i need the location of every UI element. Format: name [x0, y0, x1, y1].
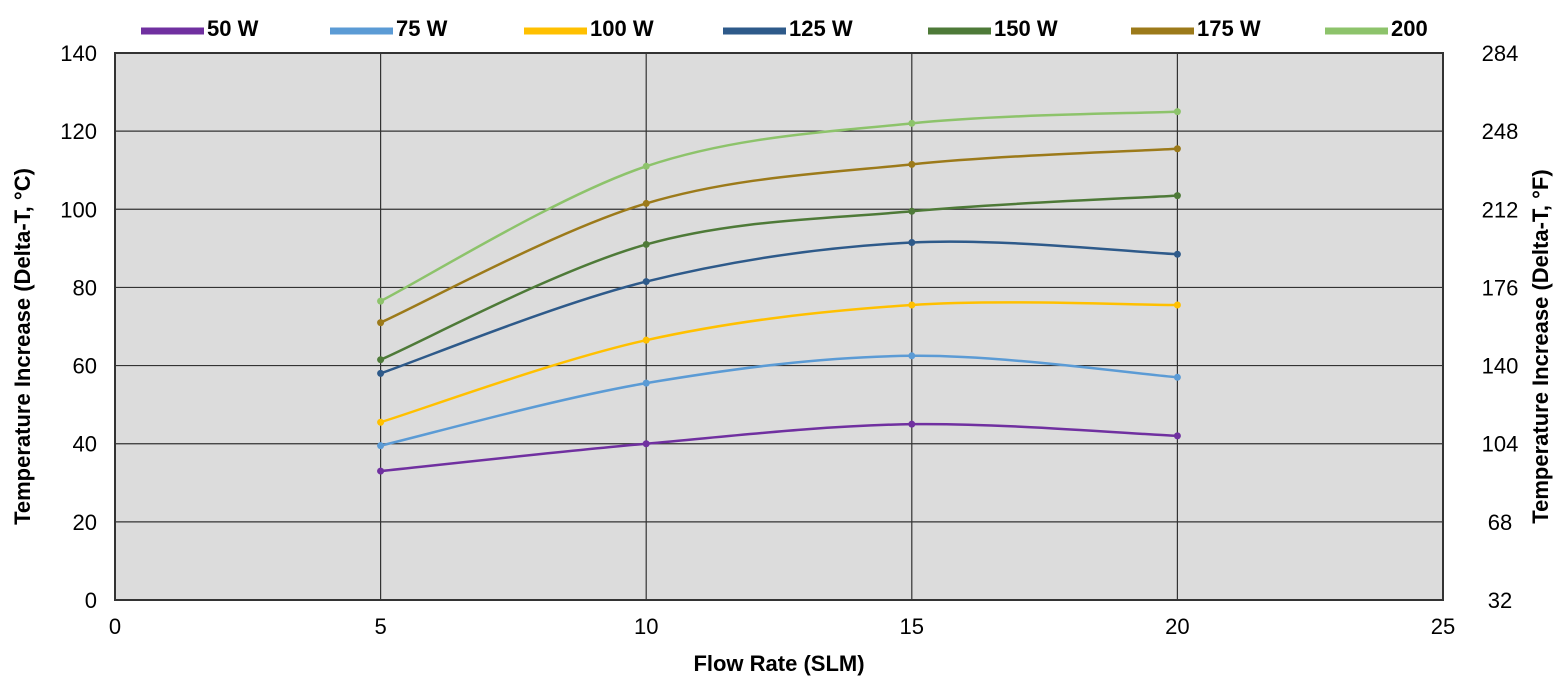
series-line [380, 422, 1178, 473]
y-tick-label: 0 [85, 588, 97, 613]
y-tick-label: 100 [60, 197, 97, 222]
x-tick-label: 25 [1431, 614, 1455, 639]
legend-label: 175 W [1197, 16, 1261, 41]
legend-entry: 125 W [723, 16, 853, 41]
x-axis-ticks: 0 5 10 15 20 25 [109, 614, 1455, 639]
data-point [377, 369, 385, 377]
y2-tick-label: 104 [1482, 432, 1519, 457]
y2-tick-label: 248 [1482, 119, 1519, 144]
data-point [1173, 108, 1181, 116]
y2-tick-label: 32 [1488, 588, 1512, 613]
data-point [642, 199, 650, 207]
series-5 [377, 145, 1181, 327]
legend-label: 50 W [207, 16, 259, 41]
y2-tick-label: 284 [1482, 41, 1519, 66]
data-point [908, 301, 916, 309]
y2-tick-label: 140 [1482, 354, 1519, 379]
data-point [908, 207, 916, 215]
data-point [377, 442, 385, 450]
x-axis-title: Flow Rate (SLM) [693, 651, 864, 676]
data-point [1173, 373, 1181, 381]
legend-entry: 175 W [1131, 16, 1261, 41]
series-1 [377, 352, 1181, 450]
series-line [380, 147, 1178, 324]
y-tick-label: 40 [73, 432, 97, 457]
legend-label: 150 W [994, 16, 1058, 41]
series-4 [377, 192, 1181, 364]
data-point [377, 418, 385, 426]
data-point [642, 278, 650, 286]
series-line [380, 240, 1178, 375]
x-tick-label: 0 [109, 614, 121, 639]
y-tick-label: 60 [73, 354, 97, 379]
legend-label: 125 W [789, 16, 853, 41]
series-3 [377, 238, 1181, 377]
series-6 [377, 108, 1181, 305]
legend-label: 75 W [396, 16, 448, 41]
series-0 [377, 420, 1181, 475]
data-point [908, 420, 916, 428]
x-tick-label: 20 [1165, 614, 1189, 639]
data-point [377, 297, 385, 305]
series-line [380, 194, 1178, 361]
y-tick-label: 140 [60, 41, 97, 66]
legend-entry: 100 W [524, 16, 654, 41]
data-point [642, 440, 650, 448]
x-tick-label: 15 [900, 614, 924, 639]
data-point [642, 379, 650, 387]
data-point [908, 352, 916, 360]
data-point [377, 319, 385, 327]
series-2 [377, 301, 1181, 426]
y2-axis-title: Temperature Increase (Delta-T, °F) [1528, 169, 1553, 523]
data-point [1173, 250, 1181, 258]
legend-entry: 50 W [141, 16, 259, 41]
data-point [908, 238, 916, 246]
y-tick-label: 20 [73, 510, 97, 535]
data-point [1173, 432, 1181, 440]
data-point [1173, 145, 1181, 153]
data-point [908, 160, 916, 168]
data-point [642, 162, 650, 170]
series-layer [377, 108, 1181, 475]
x-tick-label: 5 [374, 614, 386, 639]
legend-entry: 75 W [330, 16, 448, 41]
plot-frame [114, 52, 1444, 601]
data-point [1173, 192, 1181, 200]
series-line [380, 301, 1178, 424]
data-point [1173, 301, 1181, 309]
data-point [377, 467, 385, 475]
legend: 50 W 75 W 100 W 125 W 150 W 175 W 200 [141, 16, 1428, 41]
y2-tick-label: 212 [1482, 197, 1519, 222]
y-axis-title: Temperature Increase (Delta-T, °C) [10, 168, 35, 525]
data-point [642, 336, 650, 344]
y2-tick-label: 176 [1482, 275, 1519, 300]
series-line [380, 110, 1178, 303]
data-point [377, 356, 385, 364]
data-point [642, 240, 650, 248]
legend-entry: 150 W [928, 16, 1058, 41]
y-axis-ticks: 0 20 40 60 80 100 120 140 [60, 41, 97, 613]
series-line [380, 354, 1178, 447]
legend-entry: 200 [1325, 16, 1428, 41]
y2-tick-label: 68 [1488, 510, 1512, 535]
x-tick-label: 10 [634, 614, 658, 639]
data-point [908, 119, 916, 127]
plot-area [115, 53, 1443, 600]
y2-axis-ticks: 32 68 104 140 176 212 248 284 [1482, 41, 1519, 613]
y-tick-label: 120 [60, 119, 97, 144]
y-tick-label: 80 [73, 275, 97, 300]
legend-label: 100 W [590, 16, 654, 41]
legend-label: 200 [1391, 16, 1428, 41]
